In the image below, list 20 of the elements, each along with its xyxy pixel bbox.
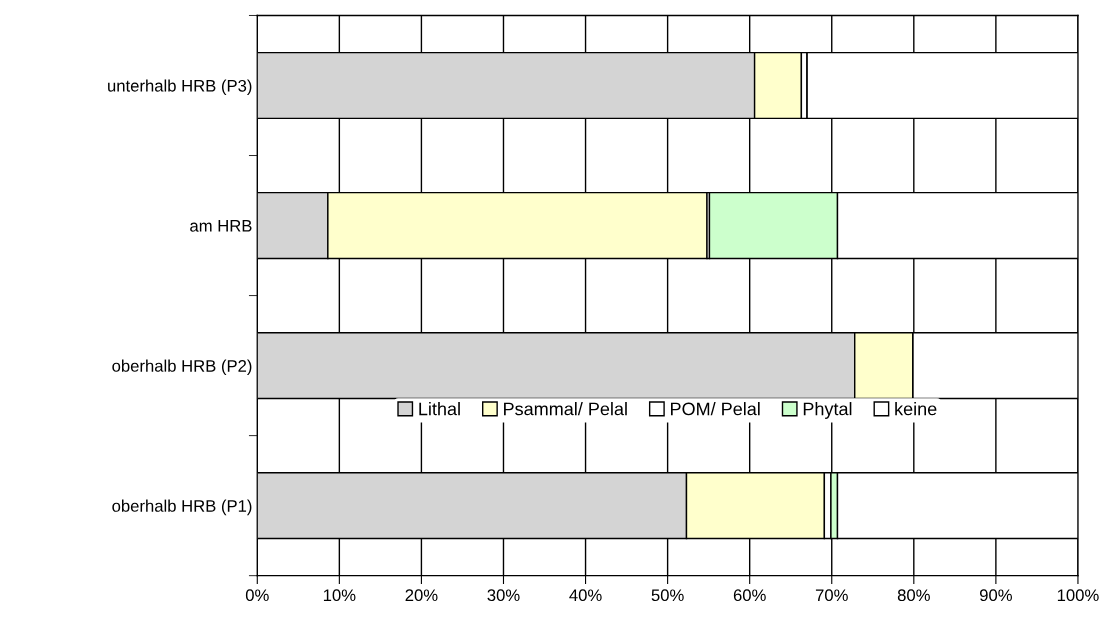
legend-label: Lithal [419, 402, 460, 416]
x-tick-label: 70% [815, 589, 848, 602]
x-tick-label: 0% [245, 589, 269, 602]
x-tick-label: 80% [897, 589, 930, 602]
legend-label: Phytal [803, 402, 852, 419]
x-tick-label: 60% [733, 589, 766, 602]
y-tick-label: oberhalb HRB (P1) [112, 499, 252, 516]
legend-label: keine [895, 402, 937, 416]
y-tick-label: unterhalb HRB (P3) [108, 79, 252, 95]
x-tick-label: 100% [1057, 589, 1099, 602]
x-tick-label: 10% [323, 589, 356, 602]
x-tick-label: 90% [979, 589, 1012, 602]
legend-label: Psammal/ Pelal [504, 402, 627, 416]
x-tick-label: 20% [405, 589, 438, 602]
x-tick-label: 50% [651, 589, 684, 602]
y-tick-label: oberhalb HRB (P2) [112, 359, 252, 376]
x-tick-label: 30% [487, 589, 520, 602]
legend-label: POM/ Pelal [671, 402, 760, 416]
x-tick-label: 40% [569, 589, 602, 602]
y-tick-label: am HRB [190, 220, 252, 232]
